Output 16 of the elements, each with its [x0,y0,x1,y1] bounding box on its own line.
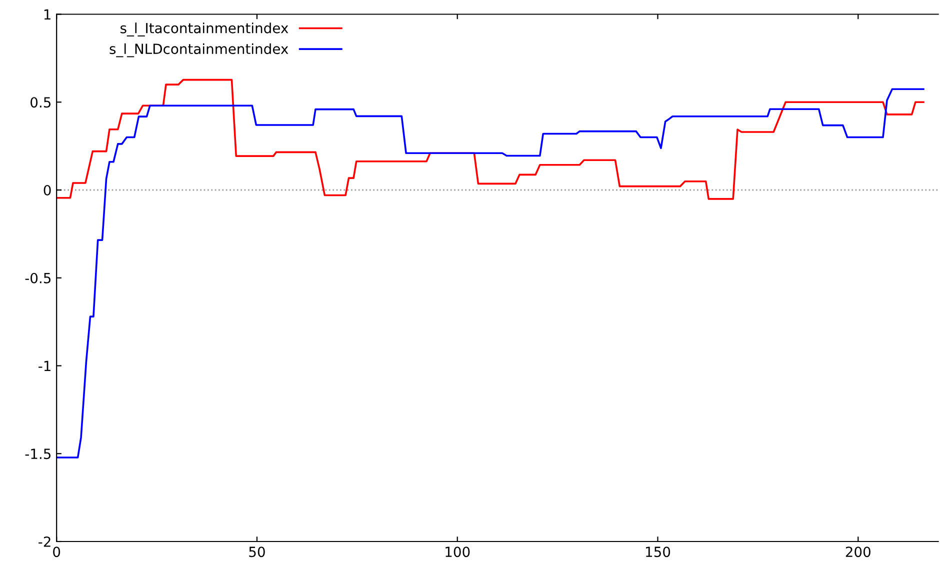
line-series [56,78,924,200]
y-tick-label: -1 [38,360,50,372]
y-tick-label: 1 [44,9,50,20]
x-tick-label: 50 [249,546,265,558]
x-tick-label: 0 [53,546,60,558]
line-series [56,88,924,458]
x-tick-label: 150 [646,546,670,558]
y-tick-label: 0.5 [30,97,51,108]
y-tick-label: 0 [44,184,51,196]
x-tick-label: 200 [846,546,870,558]
legend-label: s_l_Itacontainmentindex [120,22,288,36]
y-tick-label: -0.5 [25,272,51,284]
y-tick-label: -2 [38,536,50,547]
y-tick-label: -1.5 [25,448,51,460]
legend-label: s_l_NLDcontainmentindex [110,43,288,58]
x-tick-label: 100 [446,546,470,558]
